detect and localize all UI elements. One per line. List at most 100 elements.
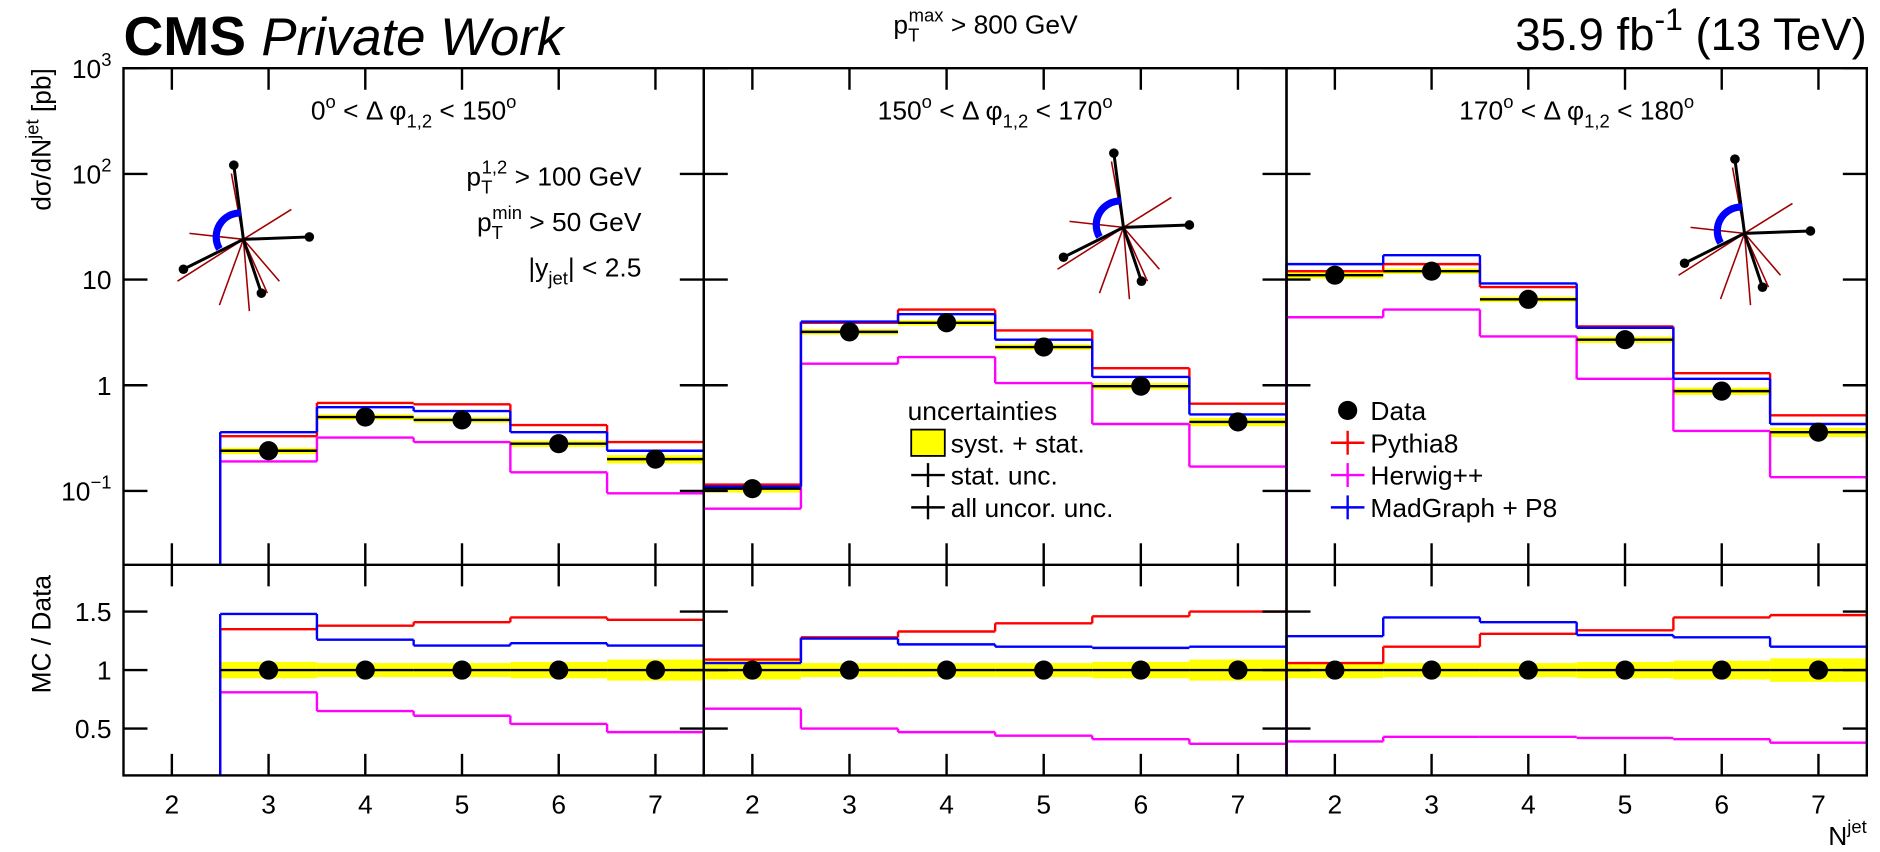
cut-annotation-part: > 100 GeV [507, 162, 642, 192]
legend-label: all uncor. unc. [951, 493, 1114, 523]
x-tick-label: 6 [1714, 790, 1729, 820]
x-tick-label: 3 [261, 790, 276, 820]
panel-title-part: < 170 [1028, 96, 1102, 126]
panel-title-part: o [1102, 91, 1112, 112]
legend-title: uncertainties [908, 396, 1058, 426]
data-point [1615, 330, 1634, 349]
panel-title-part: o [506, 91, 516, 112]
cut-annotation-part: > 50 GeV [522, 207, 642, 237]
data-ratio-point [1809, 661, 1828, 680]
cut-annotation-part: p [477, 207, 492, 237]
cut-annotation: pTmin > 50 GeV [477, 202, 642, 243]
legend-label: Herwig++ [1370, 461, 1483, 491]
panel-title-part: 150 [878, 96, 922, 126]
panel-title: 170o < Δ φ1,2 < 180o [1459, 91, 1694, 132]
y-tick-label-part: 2 [101, 155, 111, 176]
cut-label-part: > 800 GeV [944, 10, 1079, 40]
jet-arrow [305, 232, 315, 242]
data-point [1422, 262, 1441, 281]
legend-label: stat. unc. [951, 461, 1058, 491]
data-point [743, 479, 762, 498]
data-ratio-point [356, 661, 375, 680]
panel-title-part: < 180 [1610, 96, 1684, 126]
cut-annotation-part: min [492, 202, 522, 223]
jet-arrow [229, 160, 239, 170]
x-tick-label: 5 [455, 790, 470, 820]
legend-label: Pythia8 [1370, 428, 1458, 458]
cut-label-part: T [908, 24, 919, 45]
cut-annotation-part: jet [547, 267, 568, 288]
data-ratio-point [259, 661, 278, 680]
panel-title-part: 1,2 [1584, 111, 1610, 132]
x-axis-label-part: jet [1846, 816, 1867, 837]
legend-label: syst. + stat. [951, 428, 1085, 458]
data-point [646, 450, 665, 469]
ratio-y-tick-label: 0.5 [75, 714, 112, 744]
panel-title-part: o [922, 91, 932, 112]
panel-title-part: < Δ φ [932, 96, 1003, 126]
panel-title-part: < Δ φ [336, 96, 407, 126]
data-point [452, 410, 471, 429]
panel-title-part: o [1503, 91, 1513, 112]
data-ratio-point [1131, 661, 1150, 680]
ratio-y-tick-label: 1 [97, 656, 112, 686]
x-tick-label: 7 [648, 790, 663, 820]
panel-title-part: 1,2 [1003, 111, 1029, 132]
jet-arrow [1185, 220, 1195, 230]
data-ratio-point [840, 661, 859, 680]
panel-title-part: o [1684, 91, 1694, 112]
panel-title-part: 0 [311, 96, 326, 126]
y-axis-label-part: dσ/dN [26, 139, 56, 211]
data-ratio-point [549, 661, 568, 680]
x-tick-label: 6 [1133, 790, 1148, 820]
cut-annotation-part: T [481, 176, 492, 197]
data-point [1228, 412, 1247, 431]
panel-title-part: < Δ φ [1513, 96, 1584, 126]
y-tick-label-part: 10 [61, 477, 90, 507]
jet-arrow [257, 288, 267, 298]
data-point [1034, 337, 1053, 356]
lumi-label-part: 35.9 fb [1515, 9, 1654, 60]
cms-label: CMS [123, 5, 246, 67]
data-ratio-point [646, 661, 665, 680]
data-point [356, 407, 375, 426]
data-point [1519, 290, 1538, 309]
cut-annotation-part: |y [528, 252, 549, 282]
x-tick-label: 5 [1036, 790, 1051, 820]
data-point [259, 441, 278, 460]
data-point [549, 434, 568, 453]
data-ratio-point [1325, 661, 1344, 680]
x-tick-label: 5 [1618, 790, 1633, 820]
data-point [1325, 266, 1344, 285]
data-ratio-point [1228, 661, 1247, 680]
private-work-label: Private Work [261, 8, 565, 67]
y-axis-label-part: [pb] [26, 68, 56, 119]
legend-swatch [911, 430, 945, 456]
data-point [937, 313, 956, 332]
y-tick-label-part: −1 [90, 472, 111, 493]
data-ratio-point [452, 661, 471, 680]
data-ratio-point [1519, 661, 1538, 680]
jet-arrow [1730, 154, 1740, 164]
cut-annotation-part: T [492, 222, 503, 243]
x-tick-label: 4 [358, 790, 373, 820]
data-ratio-point [1615, 661, 1634, 680]
panel-title-part: o [326, 91, 336, 112]
data-ratio-point [1422, 661, 1441, 680]
y-axis-label-part: jet [21, 119, 42, 139]
x-axis-label-part: N [1828, 821, 1847, 851]
x-tick-label: 3 [1424, 790, 1439, 820]
data-ratio-point [743, 661, 762, 680]
x-tick-label: 2 [745, 790, 760, 820]
jet-arrow [1680, 258, 1690, 268]
jet-arrow [179, 264, 189, 274]
cut-annotation-part: | < 2.5 [568, 252, 642, 282]
x-tick-label: 4 [939, 790, 954, 820]
cut-label-part: max [909, 5, 945, 26]
jet-arrow [1109, 148, 1119, 158]
jet-arrow [1059, 252, 1069, 262]
x-tick-label: 2 [165, 790, 180, 820]
lumi-label-part: (13 TeV) [1683, 9, 1867, 60]
panel-title-part: 1,2 [406, 111, 432, 132]
legend-label: MadGraph + P8 [1370, 493, 1557, 523]
